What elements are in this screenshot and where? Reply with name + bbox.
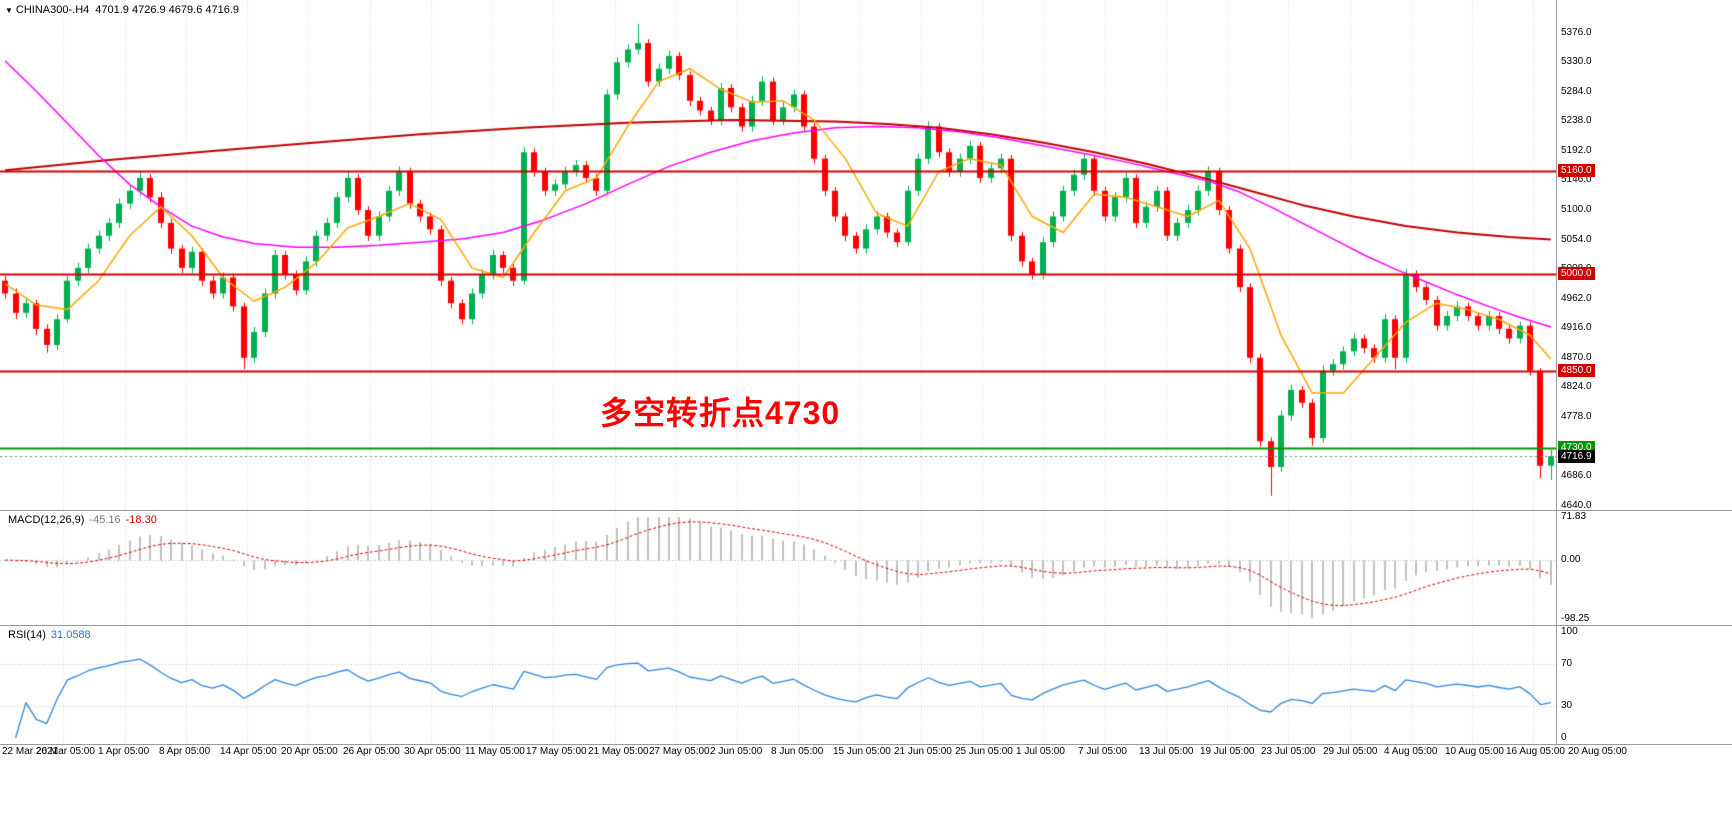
macd-panel-canvas[interactable]: [0, 511, 1556, 625]
date-axis-label: 26 Apr 05:00: [343, 746, 400, 757]
date-axis-label: 22 Mar 2021: [2, 746, 59, 757]
macd-title: MACD(12,26,9): [8, 514, 85, 526]
date-axis-label: 7 Jul 05:00: [1078, 746, 1127, 757]
date-axis-label: 8 Jun 05:00: [771, 746, 824, 757]
date-axis-label: 13 Jul 05:00: [1139, 746, 1194, 757]
date-axis-label: 20 Aug 05:00: [1568, 746, 1627, 757]
symbol-header[interactable]: ▼ CHINA300-.H4 4701.9 4726.9 4679.6 4716.9: [5, 4, 239, 16]
date-axis-label: 16 Aug 05:00: [1506, 746, 1565, 757]
rsi-panel-canvas[interactable]: [0, 626, 1556, 744]
annotation-text: 多空转折点4730: [600, 395, 841, 431]
price-axis-label: 5376.0: [1561, 27, 1592, 38]
price-axis-label: 4686.0: [1561, 470, 1592, 481]
rsi-value: 31.0588: [50, 629, 91, 641]
macd-axis-label: -98.25: [1561, 613, 1590, 624]
macd-indicator-label: MACD(12,26,9) -45.16 -18.30: [8, 514, 157, 526]
date-axis-label: 19 Jul 05:00: [1200, 746, 1255, 757]
rsi-axis-label: 100: [1561, 626, 1578, 637]
price-axis-label: 4824.0: [1561, 381, 1592, 392]
price-axis-label: 5100.0: [1561, 204, 1592, 215]
rsi-axis-label: 30: [1561, 700, 1573, 711]
price-macd-panel-separator[interactable]: [0, 510, 1732, 511]
date-axis-label: 15 Jun 05:00: [833, 746, 891, 757]
price-axis-label: 5192.0: [1561, 145, 1592, 156]
date-axis-label: 17 May 05:00: [526, 746, 587, 757]
date-axis-label: 2 Jun 05:00: [710, 746, 763, 757]
price-axis-separator: [1556, 0, 1557, 744]
macd-rsi-panel-separator[interactable]: [0, 625, 1732, 626]
price-axis-label: 4640.0: [1561, 500, 1592, 511]
price-axis-label: 4870.0: [1561, 352, 1592, 363]
date-axis-label: 21 May 05:00: [588, 746, 649, 757]
price-axis-label: 4916.0: [1561, 322, 1592, 333]
rsi-axis-label: 0: [1561, 732, 1567, 743]
macd-axis-label: 0.00: [1561, 554, 1581, 565]
chart-bottom-border: [0, 744, 1732, 745]
current-price-badge: 4716.9: [1558, 450, 1595, 463]
price-axis-label: 5330.0: [1561, 56, 1592, 67]
rsi-axis-label: 70: [1561, 658, 1573, 669]
date-axis-label: 30 Apr 05:00: [404, 746, 461, 757]
ohlc-values: 4701.9 4726.9 4679.6 4716.9: [95, 4, 240, 16]
date-axis-label: 11 May 05:00: [465, 746, 525, 757]
symbol-timeframe-label: CHINA300-.H4: [15, 4, 90, 16]
price-level-badge: 4850.0: [1558, 364, 1595, 377]
date-axis-label: 14 Apr 05:00: [220, 746, 277, 757]
price-axis-label: 5054.0: [1561, 234, 1592, 245]
date-axis-label: 1 Jul 05:00: [1016, 746, 1065, 757]
date-axis-label: 8 Apr 05:00: [159, 746, 211, 757]
price-chart-canvas[interactable]: [0, 0, 1556, 510]
price-axis-label: 5284.0: [1561, 86, 1592, 97]
rsi-indicator-label: RSI(14) 31.0588: [8, 629, 91, 641]
date-axis-label: 26 Mar 05:00: [36, 746, 95, 757]
price-axis-label: 4962.0: [1561, 293, 1592, 304]
date-axis-label: 23 Jul 05:00: [1261, 746, 1316, 757]
date-axis-label: 1 Apr 05:00: [98, 746, 150, 757]
date-axis-label: 21 Jun 05:00: [894, 746, 952, 757]
macd-main-value: -45.16: [89, 514, 121, 526]
date-axis-label: 27 May 05:00: [649, 746, 710, 757]
price-level-badge: 5160.0: [1558, 164, 1595, 177]
date-axis-label: 25 Jun 05:00: [955, 746, 1013, 757]
price-axis-label: 5146.0: [1561, 174, 1592, 185]
date-axis-label: 4 Aug 05:00: [1384, 746, 1438, 757]
date-axis-label: 20 Apr 05:00: [281, 746, 338, 757]
date-axis-label: 29 Jul 05:00: [1323, 746, 1378, 757]
price-level-badge: 5000.0: [1558, 267, 1595, 280]
macd-axis-label: 71.83: [1561, 511, 1587, 522]
price-axis-label: 5238.0: [1561, 115, 1592, 126]
price-axis-label: 4778.0: [1561, 411, 1592, 422]
symbol-dropdown-icon[interactable]: ▼: [5, 5, 13, 15]
rsi-title: RSI(14): [8, 629, 46, 641]
macd-signal-value: -18.30: [125, 514, 157, 526]
date-axis-label: 10 Aug 05:00: [1445, 746, 1504, 757]
